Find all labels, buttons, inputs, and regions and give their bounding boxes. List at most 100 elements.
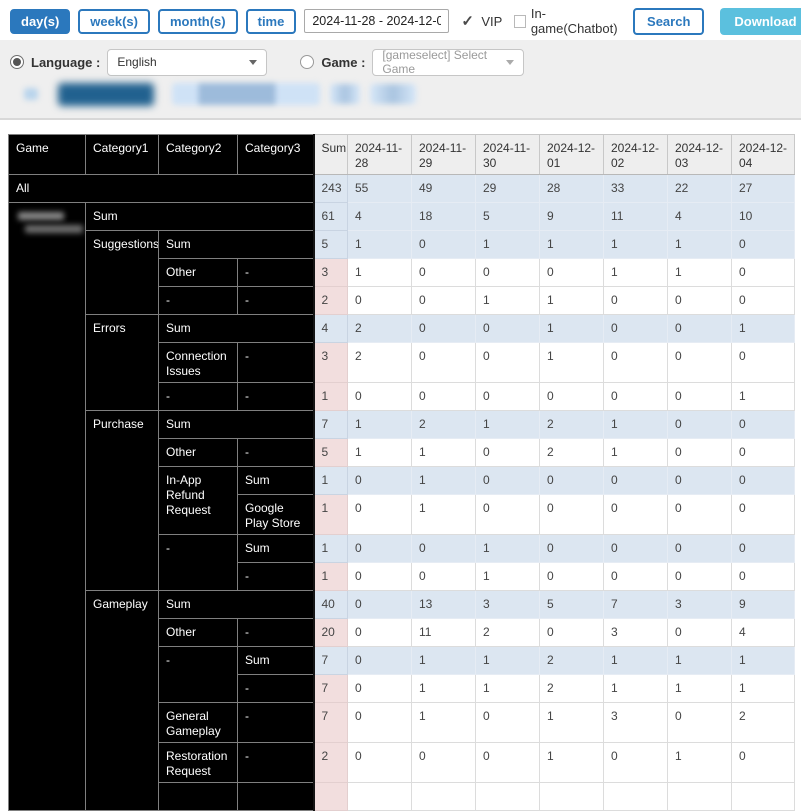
language-radio[interactable] [10,55,24,69]
value-cell: 0 [347,618,412,647]
value-cell: 0 [475,382,540,411]
category-cell: Suggestions [85,230,159,315]
value-cell: 1 [603,646,668,675]
ingame-checkbox[interactable] [514,14,526,28]
value-cell: 0 [475,742,540,783]
value-cell [667,782,732,811]
value-cell: 0 [603,286,668,315]
value-cell: 2 [539,674,604,703]
category-cell: Sum [158,410,314,439]
redacted-primary-button[interactable] [58,82,154,106]
value-cell: 0 [347,590,412,619]
value-cell: 0 [667,618,732,647]
value-cell: 1 [475,230,540,259]
report-table: Game Category1 Category2 Category3 Sum 2024-1… [8,134,795,811]
category-cell: - [158,534,238,591]
value-cell: 3 [312,258,348,287]
category-cell: - [237,438,314,467]
table-row: - Sum 1 0 0 1 0 0 0 0 [9,534,795,591]
value-cell: 1 [347,438,412,467]
value-cell: 0 [411,742,476,783]
value-cell [539,782,604,811]
value-cell: 3 [312,342,348,383]
value-cell: 1 [603,674,668,703]
category-cell: Purchase [85,410,159,591]
date-range-input[interactable] [304,9,450,33]
value-cell: 3 [603,618,668,647]
range-button-weeks[interactable]: week(s) [78,8,150,34]
value-cell: 4 [731,618,795,647]
redacted-chip-small [330,84,360,104]
game-select-value: [gameselect] Select Game [382,48,488,76]
value-cell: 5 [312,230,348,259]
value-cell: 0 [475,494,540,535]
value-cell: 0 [539,494,604,535]
value-cell: 1 [539,314,604,343]
table-row: Purchase Sum 7 1 2 1 2 1 0 0 [9,410,795,591]
value-cell: 13 [411,590,476,619]
table-row: Other -3 1 0 0 0 1 1 0 [9,258,795,287]
download-button[interactable]: Download [720,7,801,35]
value-cell: 1 [539,286,604,315]
category-cell: Sum [158,230,314,259]
category-cell: Restoration Request [158,742,238,783]
redacted-filter-chip [172,83,320,105]
value-cell: 5 [539,590,604,619]
category-cell: - [158,382,238,411]
value-cell: 2 [539,410,604,439]
value-cell [347,782,412,811]
value-cell: 0 [667,466,732,495]
table-row: General Gameplay -7 0 1 0 1 3 0 2 [9,702,795,743]
value-cell: 0 [667,702,732,743]
range-button-months[interactable]: month(s) [158,8,238,34]
category-cell: - [158,286,238,315]
game-select[interactable]: [gameselect] Select Game [372,48,525,76]
header-cell: 2024-12-01 [539,134,604,175]
category-cell: Sum [237,646,314,675]
value-cell: 1 [667,674,732,703]
value-cell: 33 [603,174,668,203]
category-cell [8,202,86,811]
vip-checkbox[interactable] [461,12,476,30]
category-cell: - [237,382,314,411]
value-cell: 1 [603,258,668,287]
search-button[interactable]: Search [633,7,705,35]
report-table-head: Game Category1 Category2 Category3 Sum 2024-1… [8,134,795,175]
value-cell: 1 [667,646,732,675]
value-cell: 1 [312,466,348,495]
value-cell: 0 [731,286,795,315]
value-cell: 7 [312,702,348,743]
category-cell: - [237,618,314,647]
table-row: In-App Refund Request Sum 1 0 1 0 0 0 0 0 [9,466,795,535]
game-radio[interactable] [300,55,315,69]
value-cell: 2 [539,646,604,675]
category-cell: Other [158,258,238,287]
language-select[interactable]: English [107,48,268,76]
value-cell: 1 [731,382,795,411]
range-button-days[interactable]: day(s) [10,8,71,34]
report-table-body: All 243 55 49 29 28 33 22 27 Sum 61 4 18 5 9 11 4 10 Sugge… [8,174,795,811]
value-cell: 0 [411,314,476,343]
category-cell: Google Play Store [237,494,314,535]
range-button-time[interactable]: time [245,8,297,34]
value-cell: 0 [539,382,604,411]
category-cell: Category3 [237,134,314,175]
category-cell: Sum [237,466,314,495]
value-cell: 2 [731,702,795,743]
value-cell: 4 [312,314,348,343]
value-cell: 0 [731,534,795,563]
value-cell: 0 [347,742,412,783]
value-cell: 0 [411,230,476,259]
header-cell: Sum [312,134,348,175]
table-row: Other -20 0 11 2 0 3 0 4 [9,618,795,647]
value-cell: 0 [731,342,795,383]
vip-checkbox-group: VIP [461,12,502,30]
value-cell: 4 [667,202,732,231]
header-cell: 2024-11-28 [347,134,412,175]
header-cell: 2024-12-04 [731,134,795,175]
value-cell [411,782,476,811]
value-cell: 1 [667,258,732,287]
value-cell: 2 [411,410,476,439]
